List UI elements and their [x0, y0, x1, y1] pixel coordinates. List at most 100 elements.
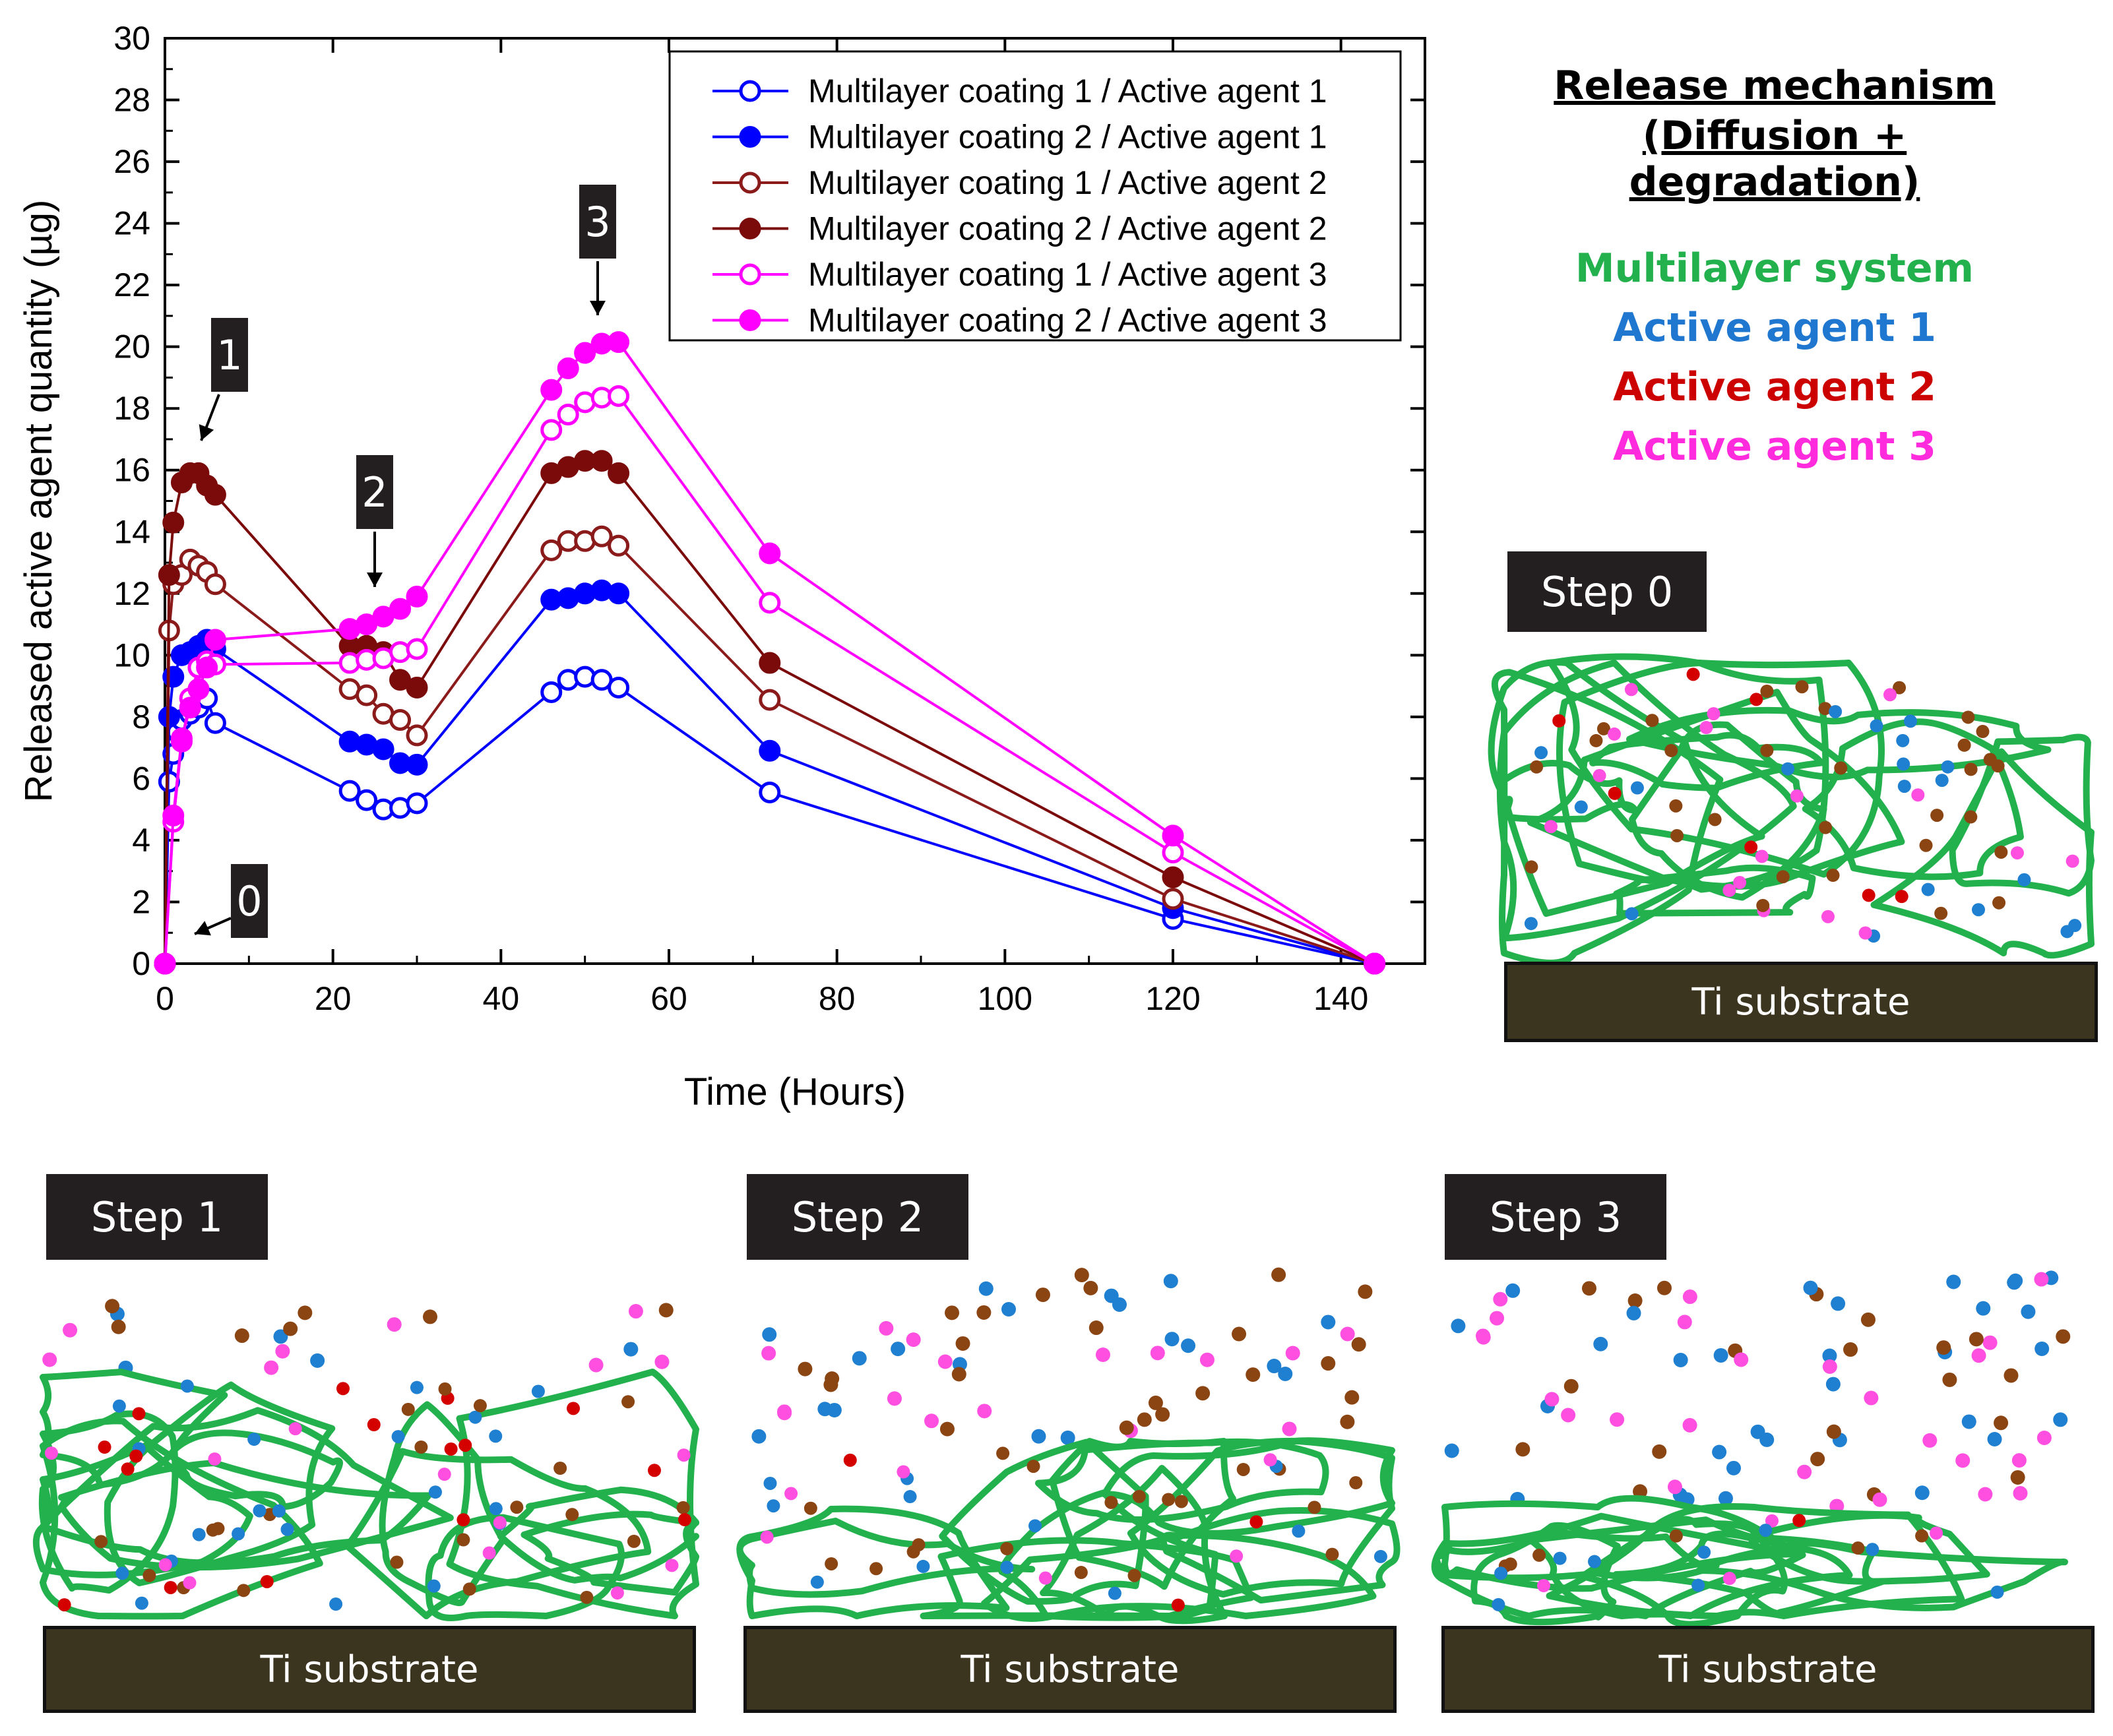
embedded-particle [211, 1522, 225, 1535]
released-particle [1826, 1424, 1841, 1439]
embedded-particle [1851, 1541, 1865, 1555]
embedded-particle [1038, 1571, 1052, 1585]
embedded-particle [1553, 1551, 1567, 1565]
polymer-strand [1695, 1539, 2069, 1611]
y-tick-label: 26 [113, 143, 150, 180]
released-particle [1321, 1315, 1336, 1330]
embedded-particle [621, 1395, 635, 1409]
polymer-strand [1496, 660, 1797, 942]
y-tick-label: 6 [132, 760, 150, 797]
polymer-strand [1626, 706, 2052, 780]
released-particle [654, 1354, 670, 1369]
released-particle [2008, 1273, 2023, 1288]
embedded-particle [1532, 1548, 1546, 1562]
released-particle [1652, 1444, 1667, 1459]
data-point [759, 689, 781, 711]
embedded-particle [1664, 743, 1678, 757]
embedded-particle [531, 1384, 545, 1398]
embedded-particle [1858, 926, 1872, 940]
annotation-label: 1 [216, 331, 242, 379]
legend-label: Multilayer coating 2 / Active agent 1 [808, 119, 1327, 156]
released-particle [1955, 1453, 1971, 1468]
released-particle [823, 1377, 838, 1392]
released-particle [264, 1360, 279, 1375]
embedded-particle [462, 1582, 476, 1596]
released-particle [1994, 1415, 2009, 1431]
released-particle [1864, 1390, 1879, 1406]
embedded-particle [1669, 1529, 1683, 1543]
embedded-particle [1866, 1543, 1879, 1557]
embedded-particle [610, 1586, 624, 1600]
released-particle [1682, 1289, 1697, 1305]
embedded-particle [1669, 799, 1683, 813]
legend-entry-1: Multilayer coating 1 / Active agent 1 [712, 73, 1327, 109]
data-point [590, 525, 613, 547]
embedded-particle [428, 1485, 442, 1499]
embedded-particle [1544, 820, 1558, 834]
embedded-particle [1707, 707, 1720, 721]
data-point [204, 629, 226, 651]
embedded-particle [457, 1533, 470, 1547]
mechanism-title: Release mechanism (Diffusion + degradati… [1517, 63, 2032, 205]
embedded-particle [2060, 925, 2074, 939]
y-tick-label: 10 [113, 636, 150, 673]
embedded-particle [1670, 828, 1684, 842]
released-particle [1978, 1487, 1993, 1502]
embedded-particle [1162, 1493, 1176, 1506]
embedded-particle [1895, 890, 1908, 904]
released-particle [1682, 1417, 1697, 1433]
embedded-particle [410, 1380, 424, 1394]
embedded-particle [1492, 1597, 1505, 1611]
embedded-particle [112, 1399, 126, 1413]
released-particle [1515, 1442, 1530, 1457]
step-0-substrate: Ti substrate [1504, 962, 2098, 1042]
embedded-particle [1834, 761, 1848, 775]
embedded-particle [1957, 738, 1971, 752]
chart-legend: Multilayer coating 1 / Active agent 1 Mul… [668, 50, 1402, 342]
released-particle [1246, 1367, 1261, 1382]
data-point [338, 780, 361, 802]
released-particle [1095, 1348, 1110, 1362]
y-tick-label: 30 [113, 20, 150, 57]
released-particle [939, 1421, 955, 1437]
released-particle [2034, 1341, 2050, 1356]
embedded-particle [1108, 1586, 1121, 1600]
embedded-particle [1536, 1579, 1550, 1593]
data-point [1162, 888, 1184, 910]
released-particle [1718, 1491, 1733, 1506]
embedded-particle [1760, 684, 1774, 698]
polymer-strand [104, 1381, 336, 1587]
released-particle [1712, 1444, 1727, 1460]
embedded-particle [1325, 1547, 1339, 1561]
data-point [154, 952, 176, 975]
data-point [179, 697, 201, 719]
released-particle [1340, 1326, 1355, 1342]
embedded-particle [996, 1446, 1010, 1460]
polymer-strand [1949, 733, 2095, 897]
embedded-particle [1608, 727, 1622, 741]
released-particle [1610, 1412, 1625, 1427]
data-point [406, 585, 428, 607]
legend-label: Multilayer coating 1 / Active agent 1 [808, 73, 1327, 109]
x-tick-label: 0 [156, 980, 174, 1017]
arrow-head [590, 301, 606, 315]
embedded-particle [1897, 780, 1911, 793]
annotation-box [231, 864, 268, 938]
y-tick-label: 22 [113, 266, 150, 303]
released-particle [761, 1346, 776, 1361]
embedded-particle [2010, 846, 2024, 860]
arrow-head [195, 921, 211, 936]
polymer-strand [58, 1407, 454, 1571]
embedded-particle [1534, 746, 1548, 760]
step-1-coating-diagram [32, 1299, 699, 1621]
embedded-particle [288, 1422, 302, 1436]
y-tick-label: 24 [113, 205, 150, 242]
y-tick-label: 18 [113, 390, 150, 427]
released-particle [1942, 1372, 1957, 1387]
embedded-particle [1921, 883, 1935, 896]
y-tick-label: 20 [113, 328, 150, 365]
embedded-particle [457, 1513, 470, 1527]
released-particle [1232, 1326, 1247, 1342]
series-6 [154, 331, 1386, 975]
embedded-particle [1691, 1578, 1705, 1592]
